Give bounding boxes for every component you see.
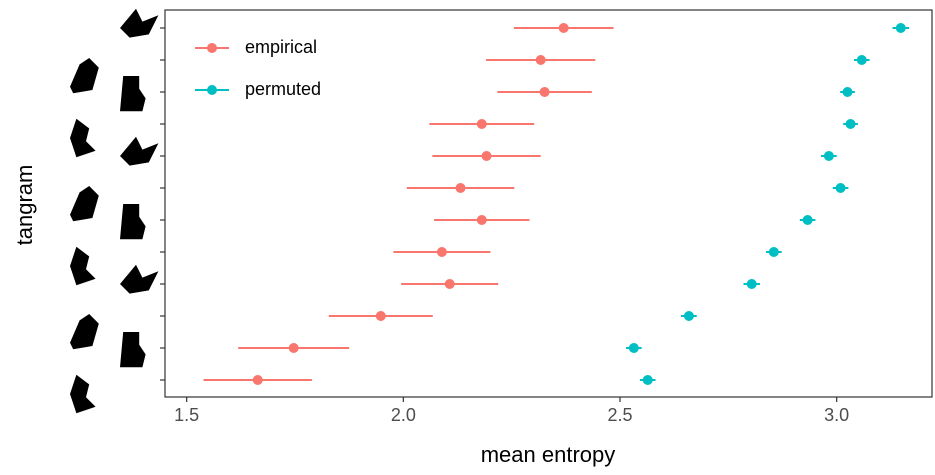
point	[768, 247, 779, 257]
tangram-icon	[120, 264, 159, 294]
point	[558, 23, 569, 33]
tangram-icon	[120, 136, 159, 166]
point	[842, 87, 853, 97]
tangram-icon	[70, 118, 96, 158]
x-axis-title: mean entropy	[481, 442, 616, 467]
tangram-icon	[70, 186, 99, 222]
legend-label: permuted	[245, 79, 321, 99]
tangram-icon	[70, 246, 96, 286]
plot-border	[164, 9, 933, 398]
point	[375, 311, 386, 321]
tangram-icon	[120, 76, 146, 112]
point	[288, 343, 299, 353]
x-tick-label: 2.5	[607, 405, 632, 425]
y-axis-title: tangram	[12, 165, 37, 246]
legend-swatch-dot	[207, 85, 217, 95]
legend-label: empirical	[245, 37, 317, 57]
point	[802, 215, 813, 225]
point	[856, 55, 867, 65]
point	[436, 247, 447, 257]
x-tick-label: 1.5	[174, 405, 199, 425]
tangram-icon	[70, 314, 99, 350]
legend-swatch-dot	[207, 43, 217, 53]
tangram-icon	[120, 204, 146, 240]
point	[835, 183, 846, 193]
point	[481, 151, 492, 161]
point	[535, 55, 546, 65]
point	[539, 87, 550, 97]
point	[252, 375, 263, 385]
point	[476, 215, 487, 225]
point	[455, 183, 466, 193]
point	[642, 375, 653, 385]
point	[845, 119, 856, 129]
x-tick-label: 2.0	[391, 405, 416, 425]
point	[683, 311, 694, 321]
point	[628, 343, 639, 353]
tangram-icon	[70, 374, 96, 414]
point	[895, 23, 906, 33]
tangram-icon	[120, 332, 146, 368]
tangram-icon	[70, 58, 99, 94]
point	[823, 151, 834, 161]
tangram-icon	[120, 8, 159, 38]
point	[444, 279, 455, 289]
x-tick-label: 3.0	[824, 405, 849, 425]
point	[476, 119, 487, 129]
point	[746, 279, 757, 289]
